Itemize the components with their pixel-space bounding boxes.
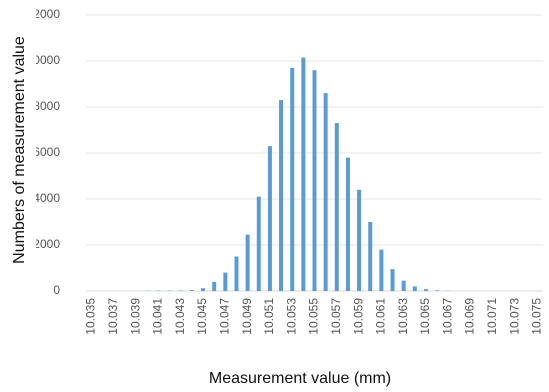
x-tick-label: 10.051	[262, 298, 276, 335]
bar	[212, 281, 217, 291]
label-mask	[0, 0, 36, 392]
x-tick-label: 10.037	[106, 298, 120, 335]
bar	[401, 280, 406, 291]
x-tick-label: 10.043	[173, 298, 187, 335]
x-tick-label: 10.041	[151, 298, 165, 335]
bar	[379, 249, 384, 291]
bar	[279, 100, 284, 291]
bar	[368, 222, 373, 291]
x-tick-label: 10.075	[530, 298, 544, 335]
x-tick-label: 10.035	[84, 298, 98, 335]
bar	[345, 157, 350, 291]
bar	[301, 57, 306, 291]
x-tick-label: 10.065	[418, 298, 432, 335]
x-tick-label: 10.057	[329, 298, 343, 335]
bar	[390, 269, 395, 291]
bar	[312, 70, 317, 291]
x-tick-label: 10.059	[351, 298, 365, 335]
y-tick-label: 8000	[33, 99, 60, 113]
x-tick-label: 10.063	[396, 298, 410, 335]
bar	[223, 272, 228, 291]
x-tick-label: 10.053	[284, 298, 298, 335]
bar	[357, 189, 362, 291]
y-tick-label: 2000	[33, 237, 60, 251]
y-axis-title: Numbers of measurement value	[11, 36, 28, 264]
x-tick-label: 10.039	[128, 298, 142, 335]
y-tick-label: 4000	[33, 191, 60, 205]
bar	[256, 196, 261, 291]
bar	[234, 256, 239, 291]
bar	[267, 146, 272, 291]
y-tick-label: 6000	[33, 145, 60, 159]
x-axis-title: Measurement value (mm)	[209, 370, 391, 387]
x-tick-label: 10.047	[218, 298, 232, 335]
bar	[323, 93, 328, 291]
bar	[334, 123, 339, 291]
x-tick-label: 10.073	[507, 298, 521, 335]
x-tick-label: 10.055	[307, 298, 321, 335]
x-tick-label: 10.049	[240, 298, 254, 335]
x-tick-label: 10.071	[485, 298, 499, 335]
bar	[290, 67, 295, 292]
y-tick-label: 0	[53, 283, 60, 297]
bar	[412, 286, 417, 291]
x-tick-label: 10.069	[463, 298, 477, 335]
x-tick-label: 10.061	[374, 298, 388, 335]
bar	[423, 289, 428, 291]
bar	[201, 288, 206, 291]
x-tick-label: 10.045	[195, 298, 209, 335]
bar	[245, 234, 250, 291]
bar	[189, 290, 194, 291]
x-tick-label: 10.067	[440, 298, 454, 335]
bar	[435, 290, 440, 291]
